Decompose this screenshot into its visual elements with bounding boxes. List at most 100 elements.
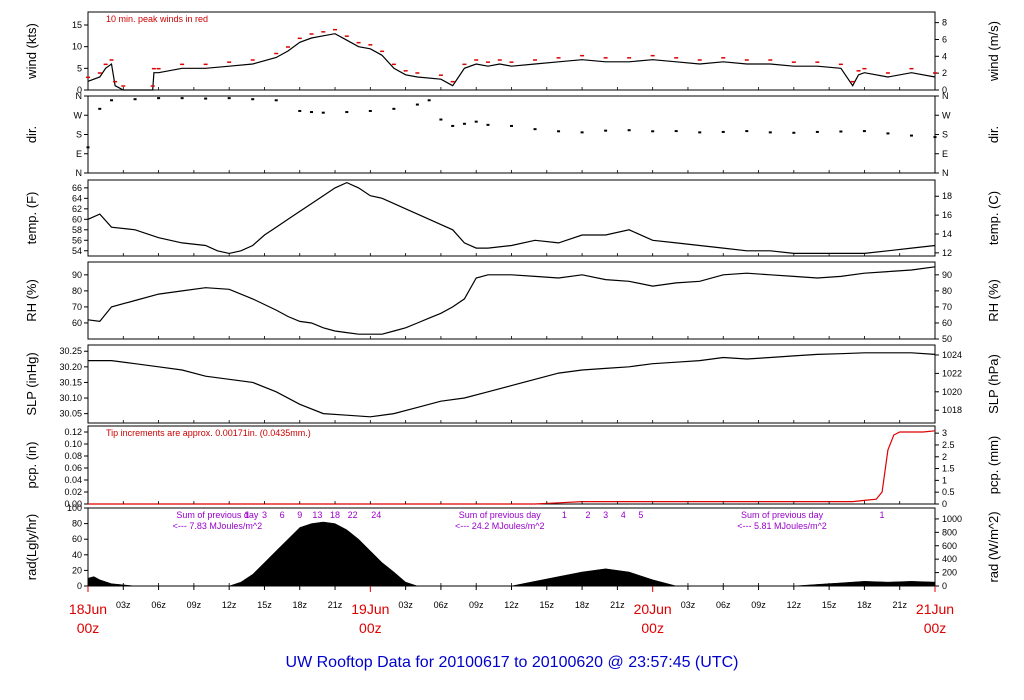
relative_humidity-tick-label-right: 70 — [942, 302, 952, 312]
precipitation-tick-label-right: 0 — [942, 499, 947, 509]
solar_radiation-tick-label-right: 0 — [942, 581, 947, 591]
panel-precipitation: 0.00 0.02 0.04 0.06 0.08 0.10 0.12 0 0.5 11.5 2 2.5… — [24, 425, 1001, 509]
precipitation-tick-label-left: 0.02 — [64, 487, 82, 497]
direction-point — [627, 129, 631, 132]
relative_humidity-ylabel-right: RH (%) — [986, 279, 1001, 322]
solar_radiation-tick-label-left: 100 — [67, 503, 82, 513]
x-axis: 03z 06z 09z 12z 15z 18z 21z 03z 06z 09z 12z 15z 18z 2… — [69, 586, 954, 636]
temperature-tick-label-left: 58 — [72, 225, 82, 235]
direction-tick-label-left: E — [76, 149, 82, 159]
temperature-ylabel-right: temp. (C) — [986, 191, 1001, 245]
radiation-hour-marker: 3 — [603, 510, 608, 520]
radiation-daily-sum-label: Sum of previous day — [176, 510, 259, 520]
panel-wind: 0 5 10 15 0 2 4 6 8 wind (kts) wind (m/s) 10 min. p… — [24, 11, 1001, 95]
x-tick-label: 21z — [610, 600, 625, 610]
x-tick-label: 06z — [716, 600, 731, 610]
direction-point — [698, 131, 702, 134]
sea_level_pressure-tick-label-left: 30.10 — [59, 393, 82, 403]
direction-tick-label-left: W — [74, 110, 83, 120]
direction-point — [533, 128, 537, 131]
precipitation-annotation: Tip increments are approx. 0.00171in. (0… — [106, 428, 311, 438]
direction-point — [133, 98, 137, 101]
direction-point — [510, 124, 513, 127]
solar_radiation-tick-label-right: 200 — [942, 568, 957, 578]
direction-tick-label-left: N — [76, 91, 83, 101]
sea_level_pressure-ylabel-right: SLP (hPa) — [986, 354, 1001, 414]
wind-tick-label-right: 0 — [942, 85, 947, 95]
radiation-hour-marker: 13 — [312, 510, 322, 520]
radiation-hour-marker: 1 — [880, 510, 885, 520]
precipitation-ylabel: pcp. (in) — [24, 442, 39, 489]
x-tick-label: 09z — [751, 600, 766, 610]
wind-tick-label-right: 8 — [942, 18, 947, 28]
direction-point — [227, 97, 231, 100]
x-tick-label: 12z — [222, 600, 237, 610]
relative_humidity-frame — [87, 261, 936, 340]
solar_radiation-tick-label-left: 40 — [72, 550, 82, 560]
sea_level_pressure-ylabel: SLP (inHg) — [24, 352, 39, 415]
relative_humidity-series-line — [87, 266, 936, 335]
direction-point — [933, 136, 937, 139]
direction-point — [721, 130, 725, 133]
x-major-label-time: 00z — [359, 620, 382, 636]
x-tick-label: 18z — [292, 600, 307, 610]
precipitation-tick-label-right: 2 — [942, 452, 947, 462]
x-tick-label: 06z — [151, 600, 166, 610]
radiation-daily-sum-label: Sum of previous day — [741, 510, 824, 520]
precipitation-tick-label-left: 0.10 — [64, 439, 82, 449]
temperature-tick-label-right: 12 — [942, 248, 952, 258]
relative_humidity-tick-label-right: 90 — [942, 270, 952, 280]
x-major-label-date: 21Jun — [916, 601, 954, 617]
x-tick-label: 21z — [892, 600, 907, 610]
direction-point — [251, 98, 255, 101]
direction-point — [392, 107, 396, 110]
direction-point — [345, 111, 349, 114]
direction-point — [462, 122, 466, 125]
direction-point — [580, 131, 584, 134]
direction-ylabel: dir. — [24, 126, 39, 143]
radiation-hour-marker: 9 — [297, 510, 302, 520]
sea_level_pressure-series-line — [88, 352, 936, 418]
panel-sea_level_pressure: 30.05 30.10 30.15 30.20 30.25 1018 1020 1022 102… — [24, 344, 1001, 424]
sea_level_pressure-tick-label-left: 30.20 — [59, 362, 82, 372]
direction-point — [474, 120, 478, 123]
x-major-label-date: 20Jun — [634, 601, 672, 617]
direction-point — [909, 134, 913, 137]
relative_humidity-tick-label-right: 60 — [942, 318, 952, 328]
direction-point — [110, 99, 114, 102]
x-tick-label: 12z — [787, 600, 802, 610]
direction-point — [298, 109, 302, 112]
sea_level_pressure-tick-label-left: 30.15 — [59, 377, 82, 387]
x-tick-label: 06z — [434, 600, 449, 610]
radiation-hour-marker: 24 — [371, 510, 381, 520]
precipitation-tick-label-left: 0.04 — [64, 475, 82, 485]
direction-point — [557, 130, 561, 133]
direction-tick-label-right: E — [942, 149, 948, 159]
radiation-daily-sum-label: Sum of previous day — [459, 510, 542, 520]
relative_humidity-tick-label-left: 60 — [72, 318, 82, 328]
temperature-tick-label-right: 18 — [942, 191, 952, 201]
precipitation-tick-label-right: 1.5 — [942, 464, 955, 474]
precipitation-tick-label-left: 0.00 — [64, 499, 82, 509]
wind-ylabel-right: wind (m/s) — [986, 21, 1001, 82]
radiation-hour-marker: 5 — [638, 510, 643, 520]
sea_level_pressure-tick-label-right: 1022 — [942, 368, 962, 378]
precipitation-tick-label-right: 1 — [942, 475, 947, 485]
direction-point — [310, 111, 314, 114]
wind-frame — [87, 11, 936, 91]
solar_radiation-tick-label-left: 60 — [72, 534, 82, 544]
temperature-tick-label-left: 66 — [72, 183, 82, 193]
solar_radiation-tick-label-right: 600 — [942, 541, 957, 551]
direction-ylabel-right: dir. — [986, 126, 1001, 143]
relative_humidity-tick-label-left: 80 — [72, 286, 82, 296]
direction-frame — [87, 95, 936, 174]
sea_level_pressure-tick-label-left: 30.05 — [59, 409, 82, 419]
x-major-label-date: 19Jun — [351, 601, 389, 617]
x-major-label-date: 18Jun — [69, 601, 107, 617]
precipitation-tick-label-right: 0.5 — [942, 487, 955, 497]
x-tick-label: 18z — [857, 600, 872, 610]
x-tick-label: 18z — [575, 600, 590, 610]
